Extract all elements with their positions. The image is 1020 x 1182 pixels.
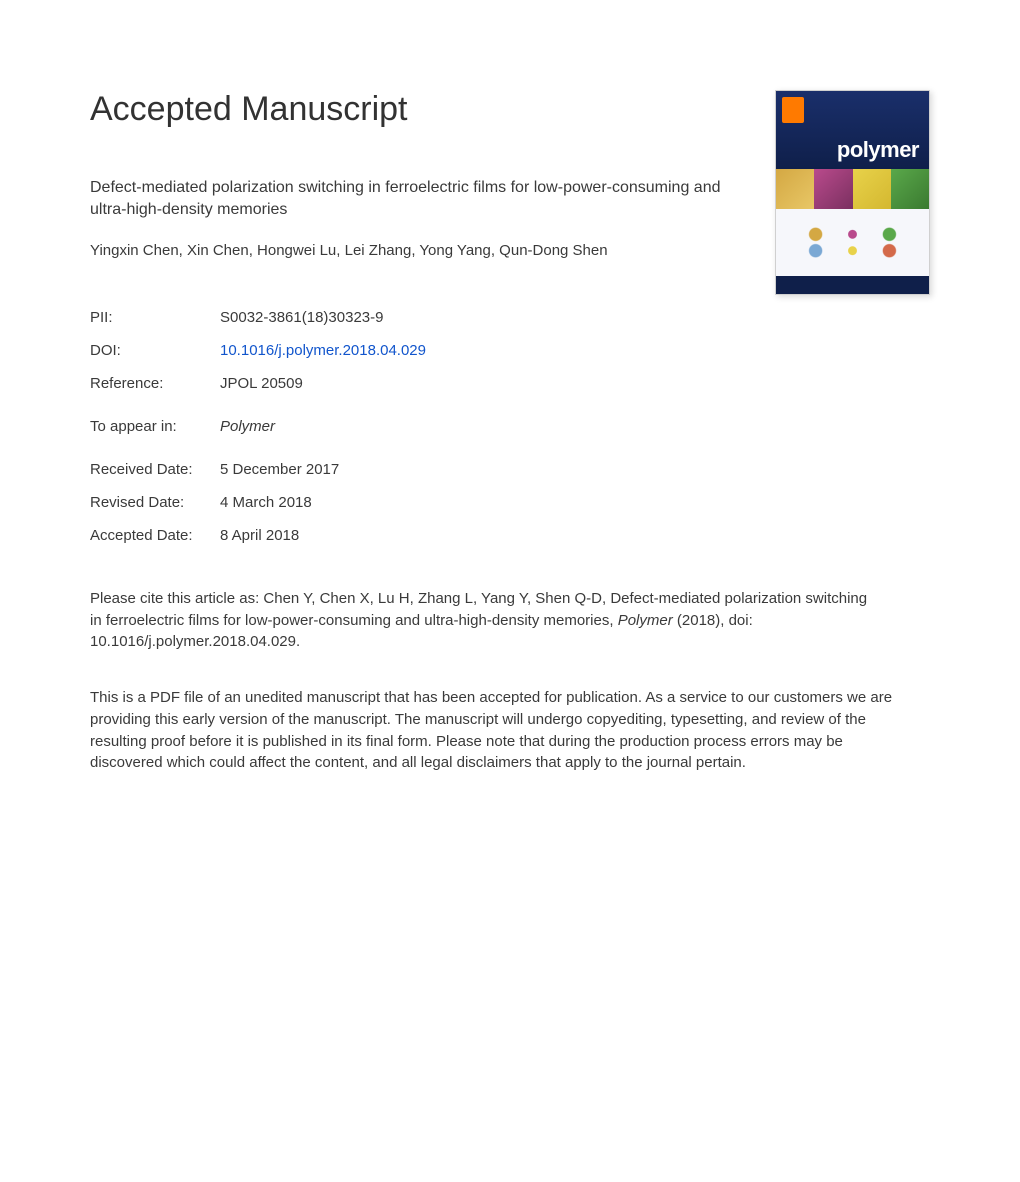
cover-journal-name: polymer (837, 137, 919, 163)
meta-row-received: Received Date: 5 December 2017 (90, 453, 426, 486)
revised-label: Revised Date: (90, 486, 220, 519)
appear-value: Polymer (220, 410, 426, 443)
meta-row-revised: Revised Date: 4 March 2018 (90, 486, 426, 519)
meta-row-doi: DOI: 10.1016/j.polymer.2018.04.029 (90, 334, 426, 367)
doi-link[interactable]: 10.1016/j.polymer.2018.04.029 (220, 342, 426, 359)
reference-label: Reference: (90, 367, 220, 400)
appear-label: To appear in: (90, 410, 220, 443)
elsevier-logo-icon (782, 97, 804, 123)
accepted-value: 8 April 2018 (220, 519, 426, 552)
accepted-label: Accepted Date: (90, 519, 220, 552)
journal-cover-thumbnail: polymer (775, 90, 930, 295)
cover-header: polymer (776, 91, 929, 169)
article-title: Defect-mediated polarization switching i… (90, 177, 730, 222)
meta-row-appear: To appear in: Polymer (90, 410, 426, 443)
meta-row-reference: Reference: JPOL 20509 (90, 367, 426, 400)
received-label: Received Date: (90, 453, 220, 486)
revised-value: 4 March 2018 (220, 486, 426, 519)
citation-paragraph: Please cite this article as: Chen Y, Che… (90, 588, 880, 653)
received-value: 5 December 2017 (220, 453, 426, 486)
metadata-table: PII: S0032-3861(18)30323-9 DOI: 10.1016/… (90, 301, 426, 552)
pii-label: PII: (90, 301, 220, 334)
cover-artwork-icon (791, 222, 913, 262)
meta-row-pii: PII: S0032-3861(18)30323-9 (90, 301, 426, 334)
citation-journal-name: Polymer (618, 612, 673, 629)
pii-value: S0032-3861(18)30323-9 (220, 301, 426, 334)
cover-body (776, 209, 929, 276)
reference-value: JPOL 20509 (220, 367, 426, 400)
meta-row-accepted: Accepted Date: 8 April 2018 (90, 519, 426, 552)
cover-image-strip (776, 169, 929, 209)
cover-footer (776, 276, 929, 294)
doi-label: DOI: (90, 334, 220, 367)
disclaimer-paragraph: This is a PDF file of an unedited manusc… (90, 687, 900, 774)
